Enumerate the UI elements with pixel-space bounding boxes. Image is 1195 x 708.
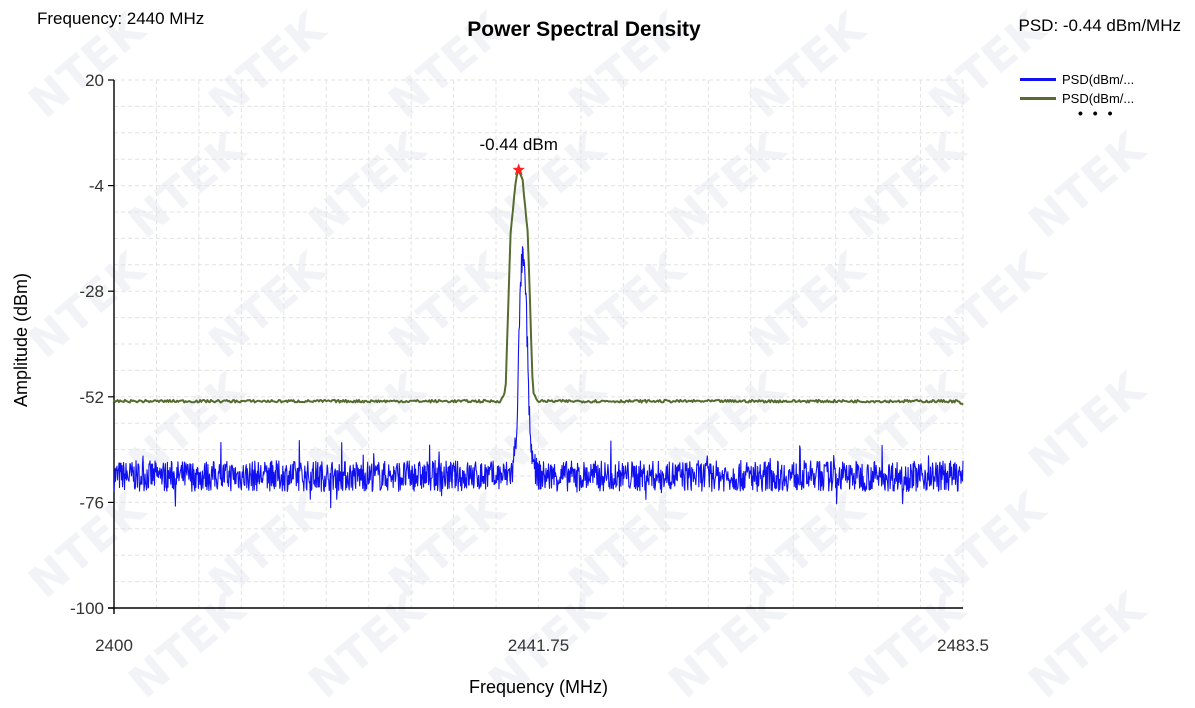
- frequency-readout: Frequency: 2440 MHz: [37, 9, 205, 28]
- series-line-2: [113, 170, 964, 406]
- chart-legend[interactable]: PSD(dBm/... PSD(dBm/... • • •: [1020, 70, 1134, 121]
- x-axis-title: Frequency (MHz): [469, 677, 608, 697]
- y-tick-label: 20: [85, 71, 104, 90]
- x-tick-label: 2483.5: [937, 636, 989, 655]
- legend-item[interactable]: PSD(dBm/...: [1020, 89, 1134, 108]
- legend-item[interactable]: PSD(dBm/...: [1020, 70, 1134, 89]
- y-tick-label: -28: [79, 282, 104, 301]
- y-tick-label: -100: [70, 599, 104, 618]
- legend-label: PSD(dBm/...: [1062, 91, 1135, 106]
- marker-layer: -0.44 dBm: [479, 135, 558, 176]
- y-tick-label: -52: [79, 388, 104, 407]
- x-tick-label: 2441.75: [508, 636, 569, 655]
- series-line-1: [113, 246, 964, 509]
- x-tick-label: 2400: [95, 636, 133, 655]
- y-axis-title: Amplitude (dBm): [11, 273, 31, 407]
- legend-label: PSD(dBm/...: [1062, 72, 1135, 87]
- chart-title: Power Spectral Density: [467, 18, 701, 41]
- peak-marker-label: -0.44 dBm: [479, 135, 557, 154]
- series-layer: [113, 170, 964, 509]
- y-tick-label: -76: [79, 493, 104, 512]
- peak-marker-star: [512, 163, 525, 176]
- grid-layer: [113, 79, 964, 609]
- psd-readout: PSD: -0.44 dBm/MHz: [1018, 16, 1182, 35]
- y-tick-label: -4: [89, 177, 104, 196]
- legend-swatch-green: [1020, 97, 1056, 100]
- legend-more-icon[interactable]: • • •: [1078, 105, 1116, 121]
- legend-swatch-blue: [1020, 78, 1056, 81]
- axis-layer: 20 -4 -28 -52 -76 -100 2400 2441.75 2483.5 Freque…: [11, 71, 989, 697]
